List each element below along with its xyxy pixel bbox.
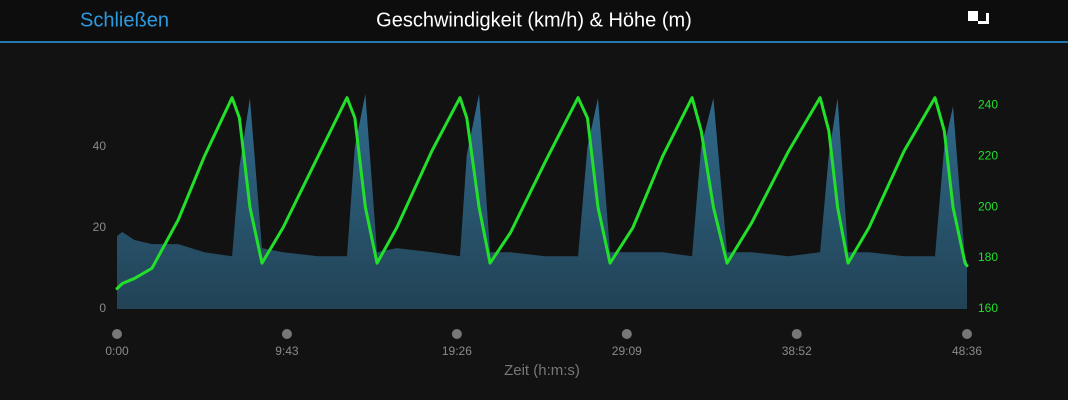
x-tick-dot xyxy=(281,329,292,339)
x-tick-label: 29:09 xyxy=(612,344,642,358)
y2-tick-label: 200 xyxy=(978,199,998,213)
close-button[interactable]: Schließen xyxy=(80,9,169,31)
chart-title: Geschwindigkeit (km/h) & Höhe (m) xyxy=(376,9,692,31)
elevation-line xyxy=(115,96,969,291)
x-tick-dot xyxy=(451,329,462,339)
y2-tick-label: 160 xyxy=(978,301,998,315)
y-tick-label: 20 xyxy=(93,220,107,234)
x-tick-dot xyxy=(112,329,122,339)
icon-square xyxy=(968,11,978,21)
x-axis-label: Zeit (h:m:s) xyxy=(504,362,580,379)
x-tick-label: 38:52 xyxy=(782,344,812,358)
x-tick-dot xyxy=(962,329,972,339)
speed-area xyxy=(117,94,967,309)
x-tick-label: 19:26 xyxy=(442,344,472,358)
x-tick-dot xyxy=(621,329,632,339)
y2-tick-label: 240 xyxy=(978,97,998,111)
x-tick-label: 9:43 xyxy=(275,344,299,358)
x-tick-dot xyxy=(791,329,802,339)
icon-corner xyxy=(978,13,989,24)
fullscreen-icon[interactable] xyxy=(968,11,989,24)
y2-tick-label: 220 xyxy=(978,148,998,162)
x-tick-label: 48:36 xyxy=(952,344,982,358)
y-tick-label: 0 xyxy=(99,301,106,315)
x-tick-label: 0:00 xyxy=(105,344,129,358)
header-bar xyxy=(0,0,1068,42)
y2-tick-label: 180 xyxy=(978,250,998,264)
y-tick-label: 40 xyxy=(93,139,107,153)
